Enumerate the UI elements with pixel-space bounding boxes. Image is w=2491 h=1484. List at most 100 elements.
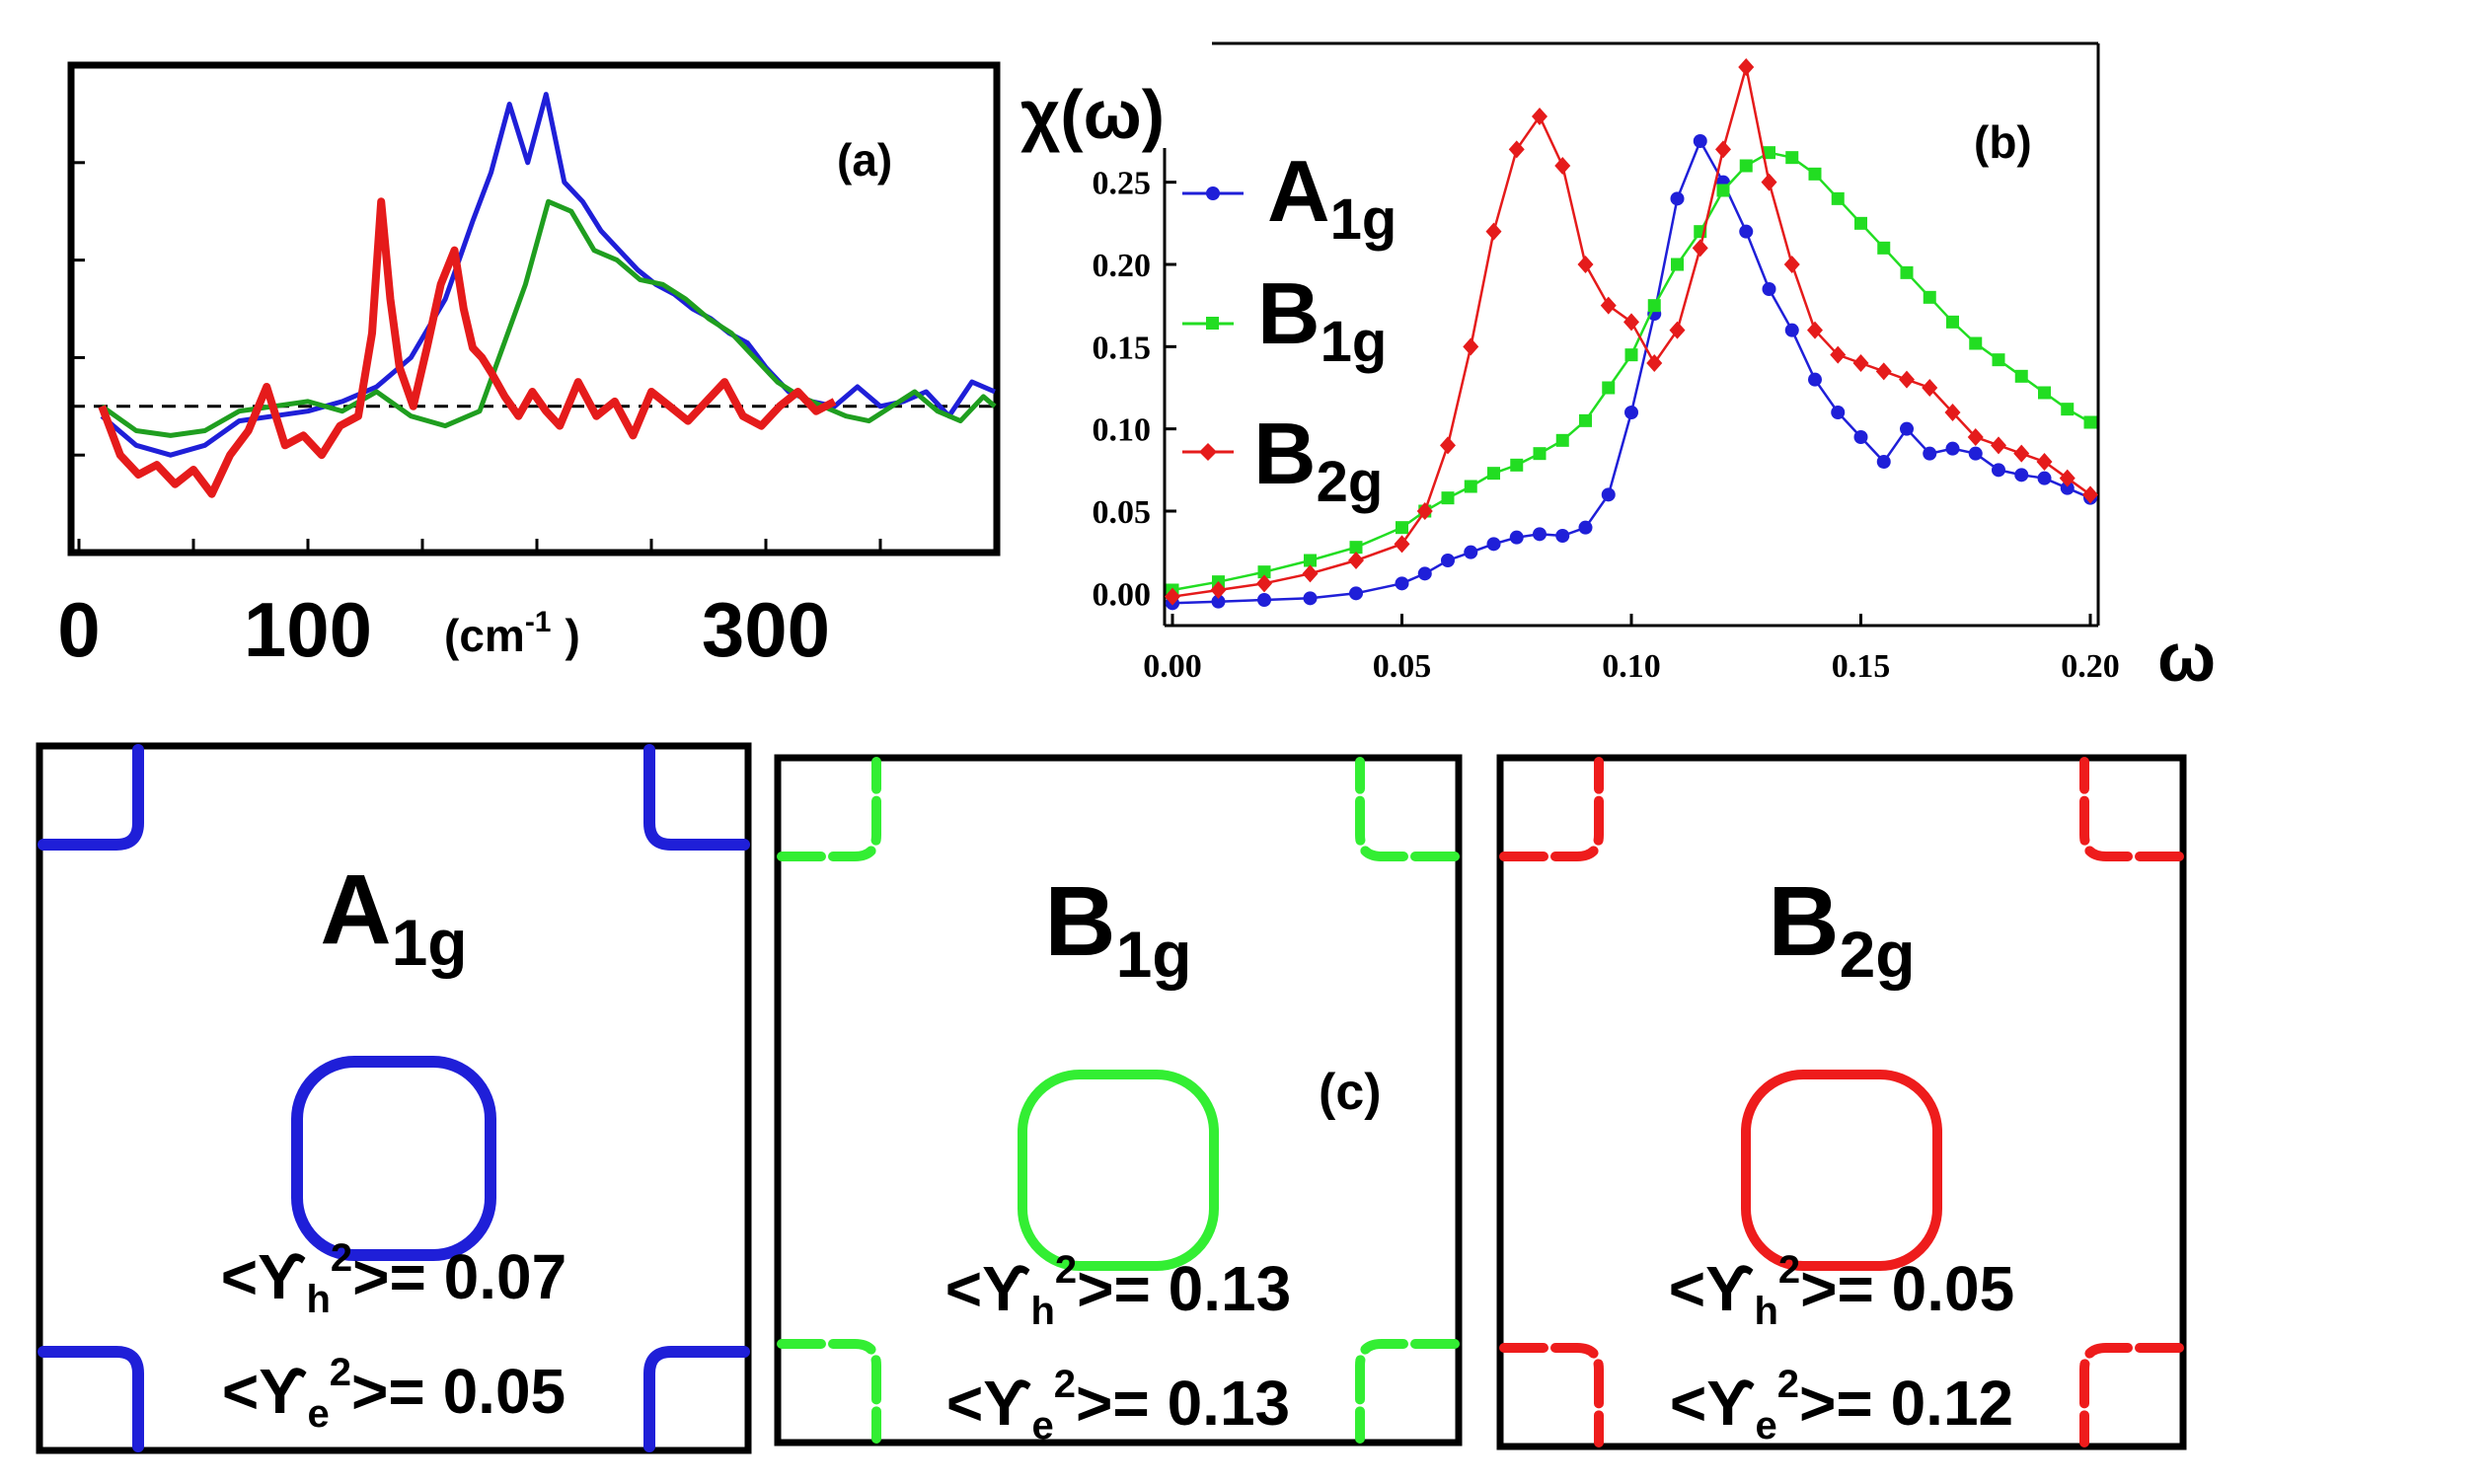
- panel-b-point-B2g: [1623, 313, 1639, 332]
- panel-b-point-A1g: [1417, 566, 1432, 581]
- panel-b-point-A1g: [1486, 537, 1501, 552]
- panel-c-a1g-title: A1g: [320, 854, 467, 979]
- panel-b-point-B1g: [1831, 191, 1845, 205]
- panel-b-x-axis-label: ω: [2157, 619, 2216, 696]
- gamma-value: 0.13: [1168, 1368, 1291, 1439]
- panel-b-point-B2g: [1394, 535, 1410, 554]
- gamma-subscript: h: [1030, 1290, 1054, 1333]
- gamma-symbol: <ϒ: [222, 1356, 308, 1427]
- panel-b-point-B1g: [1257, 565, 1271, 579]
- panel-b-point-B2g: [1715, 140, 1731, 159]
- panel-b-point-A1g: [1945, 441, 1960, 456]
- panel-b-point-A1g: [1831, 406, 1846, 419]
- panel-c-b2g-electron-pocket: [2079, 757, 2184, 861]
- panel-b-point-B2g: [1899, 370, 1915, 389]
- panel-a-ticks: [71, 161, 997, 553]
- legend-a1g-base: A: [1267, 142, 1330, 240]
- panel-b-point-B2g: [1440, 436, 1456, 455]
- panel-b-point-A1g: [1601, 487, 1616, 502]
- panel-b-point-B1g: [2061, 403, 2075, 416]
- panel-c-b2g-title: B2g: [1768, 866, 1915, 991]
- legend-item-a1g: A1g: [1182, 142, 1396, 252]
- gamma-subscript: e: [1032, 1404, 1054, 1447]
- gamma-equals: >=: [1076, 1368, 1168, 1439]
- panel-b-point-A1g: [1670, 191, 1685, 206]
- legend-b2g-marker: [1199, 443, 1217, 461]
- panel-b-point-A1g: [1762, 282, 1776, 296]
- gamma-equals: >=: [351, 1356, 443, 1427]
- panel-b-point-B1g: [1854, 216, 1867, 230]
- panel-c-b2g-title-sub: 2g: [1840, 918, 1916, 991]
- panel-c-b2g-frame: [1496, 754, 2187, 1450]
- panel-c-b1g-electron-pocket: [777, 757, 881, 861]
- panel-b-point-B2g: [1669, 321, 1686, 339]
- gamma-symbol: <ϒ: [1670, 1368, 1756, 1439]
- panel-b-point-B2g: [1210, 581, 1227, 599]
- panel-b-point-A1g: [1693, 134, 1707, 148]
- panel-b-point-B2g: [1991, 436, 2006, 455]
- panel-b-y-tick-label: 0.20: [1093, 248, 1152, 284]
- panel-b-x-tick-label: 0.05: [1373, 648, 1432, 685]
- panel-b-point-B2g: [1554, 157, 1571, 175]
- panel-b-point-B1g: [1923, 290, 1936, 304]
- panel-b-point-B2g: [1463, 337, 1479, 356]
- panel-b-x-tick-label: 0.20: [2061, 648, 2120, 685]
- panel-b-point-B1g: [1808, 167, 1822, 181]
- panel-b-point-B2g: [1532, 108, 1547, 125]
- panel-c-a1g-title-base: A: [320, 854, 391, 965]
- panel-b-point-B2g: [1165, 587, 1180, 606]
- panel-b-series-A1g: [1166, 134, 2097, 611]
- panel-b-series-B2g: [1165, 58, 2098, 606]
- panel-c-a1g-hole-pocket: [291, 1056, 496, 1261]
- panel-b-point-B2g: [1783, 256, 1800, 273]
- gamma-equals: >=: [352, 1241, 444, 1312]
- panel-c-b1g: B1g<ϒh2>= 0.13<ϒe2>= 0.13: [774, 754, 1463, 1447]
- gamma-value: 0.12: [1891, 1368, 2014, 1439]
- panel-b-point-B2g: [2013, 444, 2030, 463]
- legend-b2g-base: B: [1253, 405, 1317, 502]
- panel-c-b2g-electron-pocket: [1499, 1343, 1604, 1447]
- gamma-symbol: <ϒ: [946, 1368, 1032, 1439]
- panel-b-point-B2g: [1302, 564, 1319, 583]
- panel-b-point-B2g: [1967, 428, 1984, 446]
- panel-b-x-tick-label: 0.00: [1143, 648, 1202, 685]
- gamma-subscript: e: [308, 1392, 330, 1436]
- panel-b-series: [1165, 58, 2098, 611]
- panel-b-point-B1g: [1763, 146, 1775, 160]
- gamma-value: 0.05: [443, 1356, 566, 1427]
- gamma-symbol: <ϒ: [1669, 1253, 1755, 1324]
- panel-c-b2g-hole-pocket: [1741, 1070, 1942, 1271]
- panel-b-point-B1g: [1396, 521, 1408, 535]
- panel-b-point-B2g: [1875, 362, 1892, 381]
- panel-b-x-tick-label: 0.10: [1602, 648, 1661, 685]
- gamma-equals: >=: [1077, 1253, 1169, 1324]
- panel-b-point-A1g: [1303, 591, 1318, 606]
- panel-b-point-A1g: [2014, 468, 2029, 482]
- panel-b-point-B1g: [1441, 491, 1455, 505]
- panel-c-b1g-gamma-h: <ϒh2>= 0.13: [945, 1248, 1291, 1333]
- panel-b-point-A1g: [2060, 481, 2075, 495]
- panel-b-point-A1g: [1441, 554, 1455, 567]
- legend-b2g-sub: 2g: [1317, 450, 1384, 514]
- gamma-subscript: e: [1756, 1404, 1777, 1447]
- panel-b-point-B2g: [1807, 321, 1823, 339]
- panel-a-series-green: [100, 198, 997, 438]
- panel-c-a1g-frame: [36, 742, 752, 1454]
- panel-b-label: (b): [1974, 116, 2032, 168]
- panel-c-a1g-electron-pocket: [38, 1346, 144, 1452]
- gamma-value: 0.13: [1169, 1253, 1292, 1324]
- panel-b-x-tick-label: 0.15: [1832, 648, 1891, 685]
- gamma-value: 0.05: [1892, 1253, 2015, 1324]
- panel-b-point-B1g: [2083, 415, 2097, 429]
- gamma-superscript: 2: [331, 1236, 352, 1280]
- panel-c-b2g-electron-pocket: [1499, 757, 1604, 861]
- panel-b-point-B2g: [2036, 453, 2053, 471]
- panel-a-x-tick-100: 100: [244, 586, 372, 673]
- panel-a-label: (a): [837, 134, 892, 186]
- panel-b-point-A1g: [1624, 406, 1638, 419]
- panel-b-y-tick-label: 0.00: [1093, 576, 1152, 613]
- panel-b-point-A1g: [1784, 323, 1799, 337]
- panel-a: (a) 0 100 300 (cm-1): [57, 61, 1001, 673]
